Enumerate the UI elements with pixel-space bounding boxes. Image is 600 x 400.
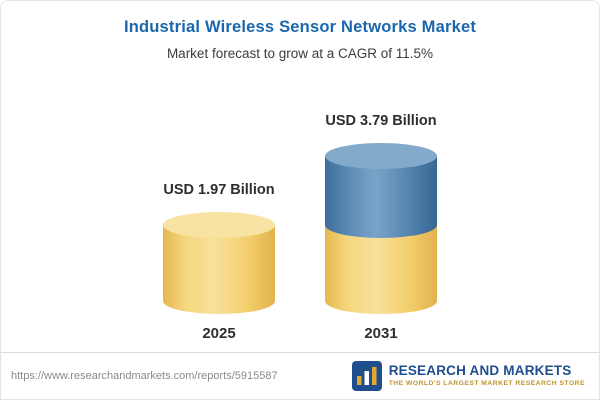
bar-2031-base-body <box>325 225 437 314</box>
chart-subtitle: Market forecast to grow at a CAGR of 11.… <box>166 46 434 61</box>
logo-icon <box>351 361 382 391</box>
bar-category-label-2031: 2031 <box>364 325 398 342</box>
bar-value-label-2025: USD 1.97 Billion <box>163 182 275 198</box>
bar-2031-growth-body <box>325 156 437 238</box>
chart-header: Industrial Wireless Sensor Networks Mark… <box>1 1 599 61</box>
logo-wordmark: RESEARCH AND MARKETS <box>388 363 572 379</box>
logo-text: RESEARCH AND MARKETS THE WORLD'S LARGEST… <box>389 363 585 388</box>
bar-column-2025: USD 1.97 Billion 2025 <box>163 182 275 342</box>
logo: RESEARCH AND MARKETS THE WORLD'S LARGEST… <box>351 361 585 391</box>
logo-tagline: THE WORLD'S LARGEST MARKET RESEARCH STOR… <box>388 380 585 388</box>
footer: https://www.researchandmarkets.com/repor… <box>1 352 599 399</box>
bar-2031-cylinder <box>325 143 437 314</box>
bar-column-2031: USD 3.79 Billion 2031 <box>325 113 437 342</box>
bar-2025-top-ellipse <box>163 212 275 238</box>
bar-value-label-2031: USD 3.79 Billion <box>325 113 437 129</box>
report-url-link[interactable]: https://www.researchandmarkets.com/repor… <box>11 370 278 382</box>
bar-category-label-2025: 2025 <box>202 325 236 342</box>
chart-title: Industrial Wireless Sensor Networks Mark… <box>123 18 477 36</box>
bar-2025-cylinder <box>163 212 275 314</box>
chart-area: USD 1.97 Billion 2025 USD 3.79 Billion 2… <box>1 61 599 352</box>
bar-2025-body <box>163 225 275 314</box>
bar-2031-top-ellipse <box>325 143 437 169</box>
